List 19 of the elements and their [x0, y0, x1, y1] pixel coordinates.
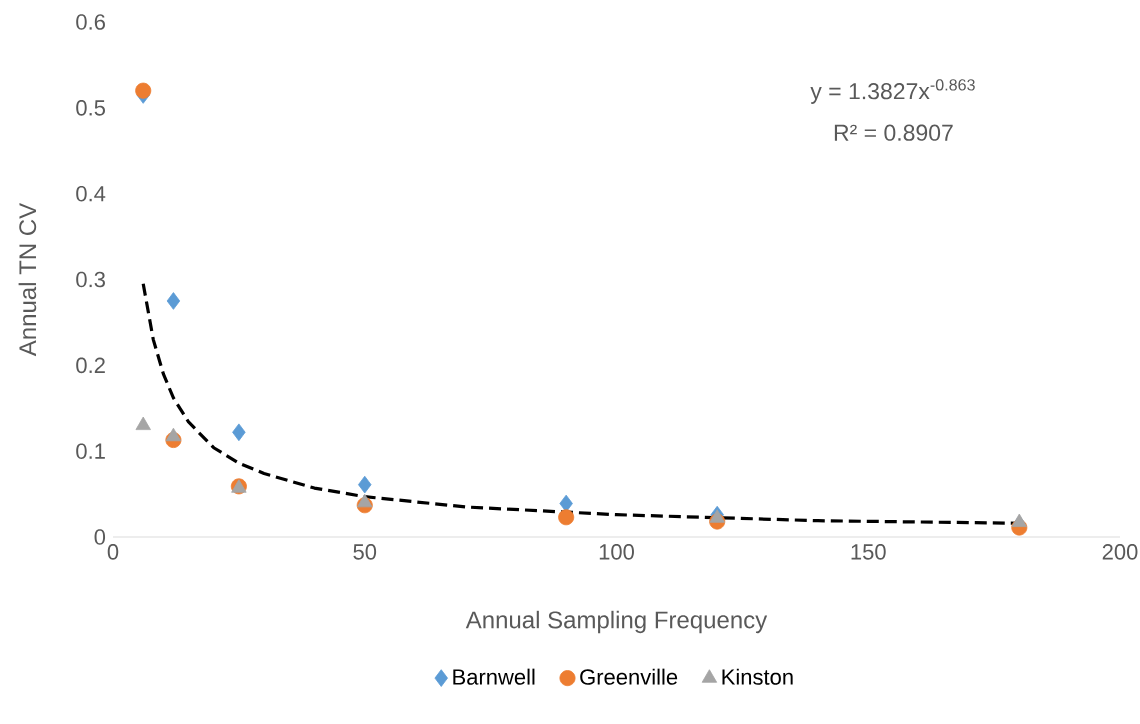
y-tick-label: 0	[94, 529, 106, 545]
x-tick-label: 100	[599, 544, 634, 560]
x-tick-label: 50	[353, 544, 377, 560]
legend-label: Kinston	[722, 668, 793, 685]
x-tick-label: 0	[107, 544, 119, 560]
y-tick-label: 0.2	[76, 357, 105, 374]
annotation: R² = 0.8907	[834, 124, 953, 141]
y-tick-label: 0.5	[76, 100, 105, 116]
y-tick-label: 0.1	[76, 443, 105, 459]
x-tick-label: 200	[1102, 544, 1138, 560]
y-tick-label: 0.3	[76, 271, 105, 288]
x-axis-title: Annual Sampling Frequency	[465, 610, 768, 634]
y-tick-label: 0.4	[76, 185, 106, 202]
y-axis-title: Annual TN CV	[18, 202, 37, 357]
legend-label: Barnwell	[453, 668, 535, 685]
annotation: y = 1.3827x$^{-0.863}$	[810, 79, 975, 104]
x-tick-label: 150	[851, 544, 886, 560]
y-tick-label: 0.6	[76, 14, 105, 30]
legend-label: Greenville	[580, 668, 678, 685]
